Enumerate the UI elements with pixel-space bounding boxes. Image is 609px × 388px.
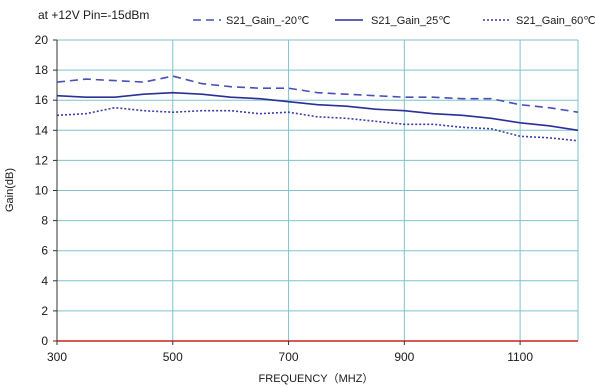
series-line-1 — [56, 75, 579, 113]
y-tick-label: 12 — [35, 153, 49, 167]
y-tick-label: 6 — [41, 244, 48, 258]
y-tick-label: 20 — [35, 33, 49, 47]
legend: S21_Gain_-20℃ S21_Gain_25℃ S21_Gain_60℃ — [193, 15, 596, 27]
series-line-3 — [56, 106, 579, 142]
y-tick-label: 16 — [35, 93, 49, 107]
y-tick-labels: 0 2 4 6 8 10 12 14 16 18 20 — [35, 33, 57, 348]
x-tick-label: 900 — [394, 350, 414, 364]
x-axis-label: FREQUENCY（MHZ） — [259, 372, 374, 385]
y-tick-label: 4 — [41, 274, 48, 288]
y-axis-label: Gain(dB) — [4, 168, 16, 212]
y-tick-label: 14 — [35, 123, 49, 137]
series-line-2 — [56, 91, 579, 132]
series-lines — [56, 75, 579, 142]
chart-annotation: at +12V Pin=-15dBm — [38, 8, 149, 22]
x-tick-label: 700 — [279, 350, 299, 364]
y-tick-label: 0 — [41, 334, 48, 348]
legend-label-1: S21_Gain_-20℃ — [226, 15, 309, 27]
grid — [57, 39, 579, 341]
y-tick-label: 2 — [41, 304, 48, 318]
x-tick-label: 300 — [47, 350, 67, 364]
legend-label-2: S21_Gain_25℃ — [371, 15, 451, 27]
x-tick-label: 1100 — [507, 350, 533, 364]
y-tick-label: 10 — [35, 184, 49, 198]
x-tick-labels: 300 500 700 900 1100 — [47, 341, 533, 364]
y-tick-label: 18 — [35, 63, 49, 77]
y-tick-label: 8 — [41, 214, 48, 228]
legend-label-3: S21_Gain_60℃ — [516, 15, 596, 27]
x-tick-label: 500 — [163, 350, 183, 364]
